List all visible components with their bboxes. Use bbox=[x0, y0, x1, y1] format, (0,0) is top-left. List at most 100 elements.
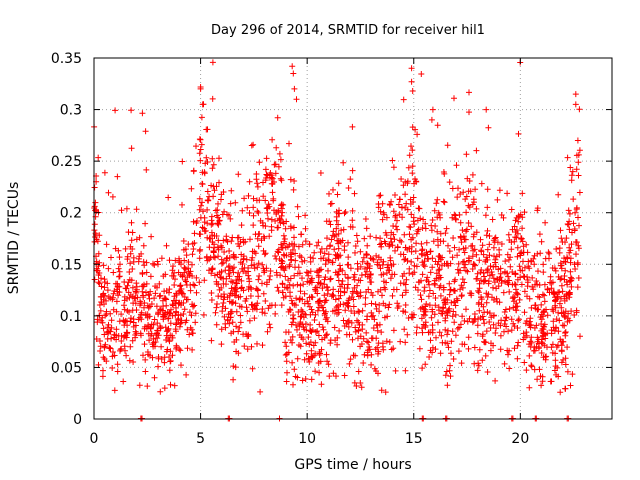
data-point bbox=[233, 277, 240, 284]
data-point bbox=[234, 234, 241, 241]
data-point bbox=[208, 290, 215, 296]
data-point bbox=[367, 233, 374, 240]
data-point bbox=[148, 330, 155, 337]
data-point bbox=[523, 241, 530, 248]
grid bbox=[94, 58, 612, 419]
data-point bbox=[124, 253, 131, 260]
data-point bbox=[566, 226, 573, 233]
data-point bbox=[519, 190, 526, 197]
data-point bbox=[557, 227, 564, 234]
data-point bbox=[215, 221, 222, 228]
data-point bbox=[366, 346, 373, 353]
data-point bbox=[128, 315, 134, 322]
data-point bbox=[507, 254, 514, 261]
data-point bbox=[255, 209, 262, 216]
data-point bbox=[423, 301, 430, 307]
data-point bbox=[517, 274, 524, 281]
data-point bbox=[486, 233, 493, 239]
data-point bbox=[413, 240, 420, 247]
data-point bbox=[250, 222, 257, 229]
data-point bbox=[375, 350, 381, 357]
data-point bbox=[402, 309, 409, 316]
data-point bbox=[518, 235, 525, 242]
data-point bbox=[388, 262, 395, 269]
data-point bbox=[122, 245, 129, 252]
data-point bbox=[348, 319, 355, 326]
data-point bbox=[296, 270, 303, 277]
data-point bbox=[470, 261, 477, 268]
data-point bbox=[247, 236, 253, 243]
data-point bbox=[216, 269, 223, 276]
data-point bbox=[575, 172, 582, 179]
data-point bbox=[574, 261, 581, 268]
data-point bbox=[190, 246, 197, 252]
data-point bbox=[350, 296, 357, 303]
data-point bbox=[473, 275, 480, 282]
data-point bbox=[465, 257, 472, 264]
data-point bbox=[524, 277, 531, 283]
data-point bbox=[482, 352, 489, 359]
data-point bbox=[397, 280, 404, 287]
data-point bbox=[163, 242, 170, 249]
data-point bbox=[199, 169, 206, 176]
data-point bbox=[178, 261, 184, 268]
data-point bbox=[389, 271, 396, 278]
data-point bbox=[163, 302, 170, 309]
data-point bbox=[552, 357, 559, 364]
data-point bbox=[416, 205, 423, 212]
data-point bbox=[461, 236, 468, 243]
data-point bbox=[183, 278, 189, 285]
data-point bbox=[295, 264, 302, 271]
data-point bbox=[326, 190, 332, 197]
data-point bbox=[169, 312, 176, 319]
data-point bbox=[101, 343, 108, 350]
data-point bbox=[538, 238, 545, 245]
data-point bbox=[230, 376, 237, 383]
data-point bbox=[553, 344, 560, 350]
data-point bbox=[402, 204, 409, 211]
data-point bbox=[227, 308, 234, 315]
data-point bbox=[198, 141, 205, 148]
data-point bbox=[267, 268, 274, 274]
data-point bbox=[180, 290, 186, 297]
data-point bbox=[227, 290, 234, 297]
data-point bbox=[567, 382, 574, 389]
data-point bbox=[154, 284, 160, 291]
data-point bbox=[319, 336, 325, 343]
data-point bbox=[209, 165, 216, 172]
data-point bbox=[309, 275, 315, 282]
data-point bbox=[448, 350, 454, 357]
data-point bbox=[412, 248, 419, 255]
data-point bbox=[465, 345, 472, 352]
data-point bbox=[192, 319, 199, 326]
data-point bbox=[177, 347, 184, 354]
data-point bbox=[483, 232, 490, 239]
data-point bbox=[491, 253, 497, 260]
data-point bbox=[385, 261, 391, 268]
data-point bbox=[506, 347, 513, 354]
data-point bbox=[224, 254, 231, 261]
data-point bbox=[221, 313, 228, 320]
data-point bbox=[475, 360, 482, 367]
data-point bbox=[450, 308, 457, 315]
data-point bbox=[145, 322, 152, 328]
data-point bbox=[422, 324, 429, 331]
data-point bbox=[237, 259, 244, 266]
data-point bbox=[515, 218, 522, 225]
data-point bbox=[263, 155, 270, 162]
data-point bbox=[410, 199, 416, 205]
data-point bbox=[544, 312, 551, 319]
data-point bbox=[353, 383, 360, 389]
data-point bbox=[116, 318, 123, 325]
data-point bbox=[573, 206, 580, 213]
data-point bbox=[188, 312, 195, 319]
data-point bbox=[497, 346, 504, 353]
data-point bbox=[98, 283, 105, 290]
data-point bbox=[520, 330, 527, 337]
data-point bbox=[483, 106, 490, 113]
data-point bbox=[140, 352, 146, 359]
data-point bbox=[214, 207, 221, 213]
data-point bbox=[226, 248, 233, 254]
data-point bbox=[519, 238, 526, 245]
data-point bbox=[480, 251, 487, 258]
